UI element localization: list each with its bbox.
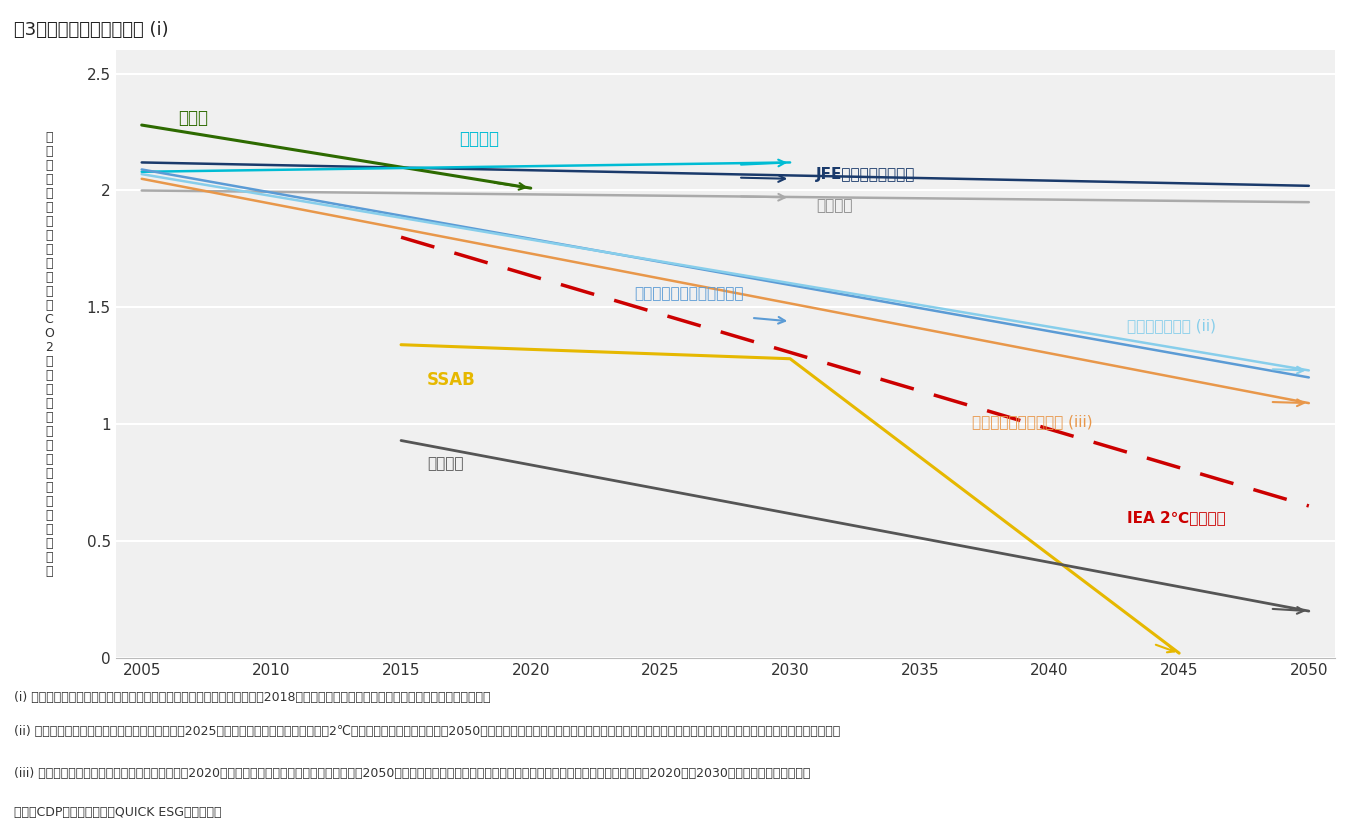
Text: 図3：企業の排出削減目標 (i): 図3：企業の排出削減目標 (i) [14, 21, 169, 39]
Text: ブルースコープ・スチール: ブルースコープ・スチール [635, 286, 744, 301]
Text: (iii) アルセロール・ミタルのトレンドラインは、2020年までの企業目標とヨーロッパでの操業で2050年までにカーボンニュートラル達成という意欲的な目標を元: (iii) アルセロール・ミタルのトレンドラインは、2020年までの企業目標とヨ… [14, 767, 810, 780]
Text: 中国鋼鉄: 中国鋼鉄 [459, 130, 498, 148]
Text: IEA 2℃シナリオ: IEA 2℃シナリオ [1128, 510, 1226, 525]
Text: JFEホールディングス: JFEホールディングス [816, 167, 915, 182]
Text: 現代製鉄: 現代製鉄 [428, 457, 463, 472]
Text: ポスコ: ポスコ [178, 109, 208, 127]
Text: 出所：CDP公開資料を基にQUICK ESG研究所和訳: 出所：CDP公開資料を基にQUICK ESG研究所和訳 [14, 806, 221, 820]
Text: タタ・スチール (ii): タタ・スチール (ii) [1128, 318, 1216, 334]
Text: (i) トレンドラインは基準年から目標年までの排出原単位の変化を示す。2018年までは各社の目標実績であり過去の実際の値とは異なる: (i) トレンドラインは基準年から目標年までの排出原単位の変化を示す。2018年… [14, 691, 490, 705]
Text: アルセロール・ミタル (iii): アルセロール・ミタル (iii) [971, 414, 1092, 429]
Text: 日本製鉄: 日本製鉄 [816, 198, 853, 213]
Text: (ii) タタ・スチールのトレンドラインは、同社の2025年までのインドでの操業に関する2℃シナリオ目標の排出原単位と2050年までにカーボンニュートラルな製鉄: (ii) タタ・スチールのトレンドラインは、同社の2025年までのインドでの操業… [14, 725, 840, 738]
Text: ス
コ
ー
プ
１
＋
２
排
出
原
単
位
（
C
O
2
排
出
量
：
ト
ン
／
粗
鋼
生
産
量
：
ト
ン
）: ス コ ー プ １ ＋ ２ 排 出 原 単 位 （ C O 2 排 出 量 ： … [44, 131, 53, 577]
Text: SSAB: SSAB [428, 370, 475, 389]
